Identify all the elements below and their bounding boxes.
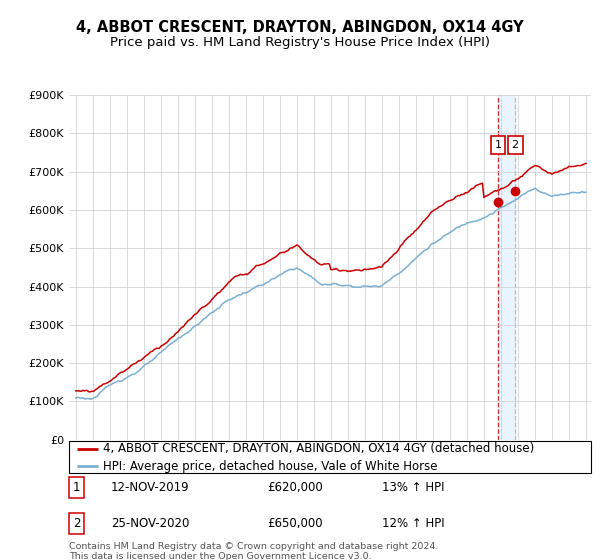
Text: 12% ↑ HPI: 12% ↑ HPI: [382, 517, 445, 530]
Text: £650,000: £650,000: [268, 517, 323, 530]
Bar: [498, 95, 515, 440]
Text: 1: 1: [494, 140, 502, 150]
Text: 2: 2: [73, 517, 80, 530]
FancyBboxPatch shape: [69, 441, 591, 473]
Text: Price paid vs. HM Land Registry's House Price Index (HPI): Price paid vs. HM Land Registry's House …: [110, 36, 490, 49]
Text: 12-NOV-2019: 12-NOV-2019: [111, 481, 190, 494]
Text: 4, ABBOT CRESCENT, DRAYTON, ABINGDON, OX14 4GY: 4, ABBOT CRESCENT, DRAYTON, ABINGDON, OX…: [76, 20, 524, 35]
Text: 1: 1: [73, 481, 80, 494]
Text: Contains HM Land Registry data © Crown copyright and database right 2024.
This d: Contains HM Land Registry data © Crown c…: [69, 542, 439, 560]
Text: 13% ↑ HPI: 13% ↑ HPI: [382, 481, 445, 494]
Text: HPI: Average price, detached house, Vale of White Horse: HPI: Average price, detached house, Vale…: [103, 460, 437, 473]
Text: 25-NOV-2020: 25-NOV-2020: [111, 517, 189, 530]
Text: 2: 2: [511, 140, 518, 150]
Text: 4, ABBOT CRESCENT, DRAYTON, ABINGDON, OX14 4GY (detached house): 4, ABBOT CRESCENT, DRAYTON, ABINGDON, OX…: [103, 442, 534, 455]
Text: £620,000: £620,000: [268, 481, 323, 494]
